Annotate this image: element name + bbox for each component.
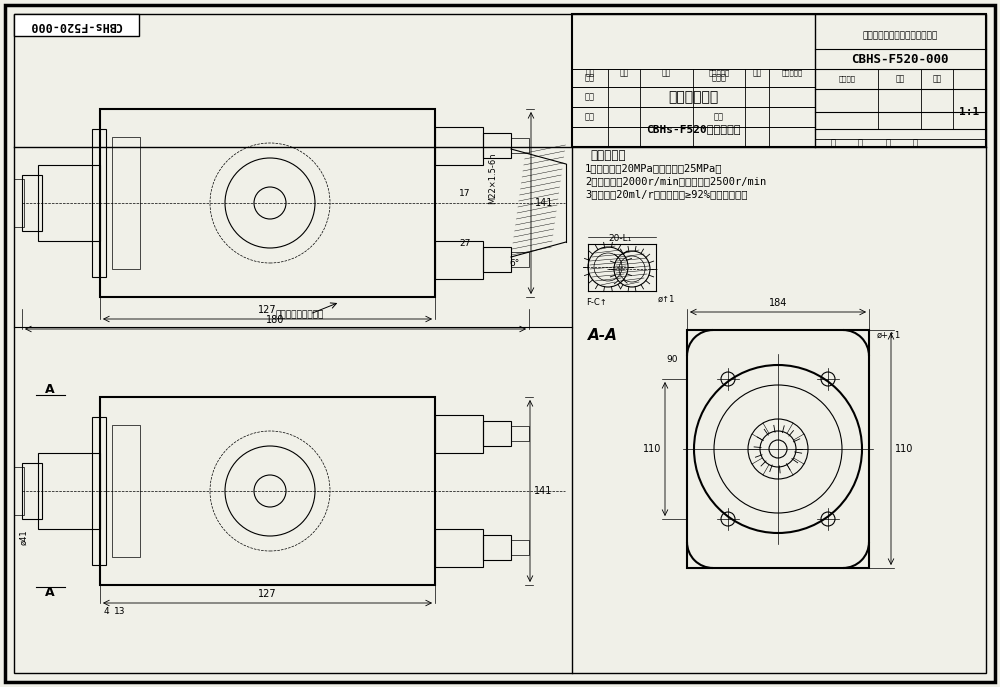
Bar bbox=[38, 453, 100, 529]
Text: 1、额定压力20MPa，最高压力25MPa。: 1、额定压力20MPa，最高压力25MPa。 bbox=[585, 163, 722, 173]
Text: 141: 141 bbox=[535, 198, 553, 208]
Bar bbox=[435, 127, 483, 165]
Bar bbox=[112, 137, 140, 269]
Text: 110: 110 bbox=[895, 444, 913, 454]
Text: 图数标记: 图数标记 bbox=[838, 76, 856, 82]
Text: 第: 第 bbox=[886, 139, 891, 148]
Text: 4: 4 bbox=[103, 607, 109, 616]
Text: 3、排量：20ml/r，容积效率≥92%，旋向：左旋: 3、排量：20ml/r，容积效率≥92%，旋向：左旋 bbox=[585, 189, 748, 199]
Bar bbox=[14, 467, 24, 515]
Text: 设计: 设计 bbox=[585, 74, 595, 82]
Bar bbox=[22, 175, 42, 231]
Text: 技术参数：: 技术参数： bbox=[590, 148, 626, 161]
Text: M22×1.5-6h: M22×1.5-6h bbox=[489, 153, 498, 204]
Text: 页: 页 bbox=[912, 139, 918, 148]
Bar bbox=[483, 133, 511, 158]
Bar bbox=[14, 14, 139, 36]
Text: 更改文件号: 更改文件号 bbox=[708, 69, 730, 76]
Text: 27: 27 bbox=[459, 238, 471, 247]
Text: 2、额定转速2000r/min，最高转速2500r/min: 2、额定转速2000r/min，最高转速2500r/min bbox=[585, 176, 766, 186]
Bar bbox=[511, 252, 529, 267]
Bar bbox=[92, 129, 106, 277]
Text: 20-L₁: 20-L₁ bbox=[608, 234, 632, 243]
Bar bbox=[22, 463, 42, 519]
Text: CBHS-F520-000: CBHS-F520-000 bbox=[851, 52, 949, 65]
Text: F-C↑: F-C↑ bbox=[586, 297, 607, 306]
Bar bbox=[511, 138, 529, 153]
Text: ø41: ø41 bbox=[20, 529, 29, 545]
Text: 比例: 比例 bbox=[932, 74, 942, 84]
Bar bbox=[92, 417, 106, 565]
Bar bbox=[483, 247, 511, 272]
Bar bbox=[483, 535, 511, 560]
Text: 审核: 审核 bbox=[585, 93, 595, 102]
Text: 常州博信华盛液压科技有限公司: 常州博信华盛液压科技有限公司 bbox=[862, 32, 938, 41]
Text: 标记: 标记 bbox=[585, 69, 595, 78]
Text: 签名: 签名 bbox=[752, 69, 762, 78]
Bar bbox=[14, 179, 24, 227]
Text: 6°: 6° bbox=[510, 258, 520, 267]
Text: 重量: 重量 bbox=[895, 74, 905, 84]
Bar bbox=[435, 529, 483, 567]
Text: 外连接尺寸图: 外连接尺寸图 bbox=[668, 90, 718, 104]
Text: 17: 17 bbox=[459, 188, 471, 197]
Text: 分区: 分区 bbox=[661, 69, 671, 78]
Bar bbox=[511, 426, 529, 441]
Text: CBHs-F520齿轮泵总成: CBHs-F520齿轮泵总成 bbox=[646, 124, 740, 134]
Bar bbox=[435, 415, 483, 453]
Bar bbox=[511, 540, 529, 555]
Text: 13: 13 bbox=[114, 607, 126, 616]
Text: 共: 共 bbox=[830, 139, 836, 148]
Text: ø↑1: ø↑1 bbox=[658, 295, 675, 304]
Text: ø+↑1: ø+↑1 bbox=[877, 330, 901, 339]
Text: 1:1: 1:1 bbox=[959, 107, 979, 117]
Text: 127: 127 bbox=[258, 305, 277, 315]
Bar bbox=[483, 421, 511, 446]
Bar bbox=[572, 14, 986, 147]
Bar bbox=[687, 330, 869, 568]
Text: 180: 180 bbox=[266, 315, 285, 325]
Bar bbox=[112, 425, 140, 557]
Text: 批准: 批准 bbox=[714, 113, 724, 122]
Text: 工艺: 工艺 bbox=[585, 113, 595, 122]
Text: CBHs-F520-000: CBHs-F520-000 bbox=[30, 19, 122, 32]
Text: A: A bbox=[45, 383, 55, 396]
Bar bbox=[435, 241, 483, 279]
Text: 页: 页 bbox=[858, 139, 862, 148]
Bar bbox=[100, 109, 435, 297]
Text: 110: 110 bbox=[643, 444, 661, 454]
Text: 127: 127 bbox=[258, 589, 277, 599]
Text: 184: 184 bbox=[769, 298, 787, 308]
Text: 处数: 处数 bbox=[619, 69, 629, 78]
Text: 液速齿轮泵封堵图示: 液速齿轮泵封堵图示 bbox=[276, 311, 324, 319]
Text: 标准化: 标准化 bbox=[712, 74, 726, 82]
Bar bbox=[38, 165, 100, 241]
Text: 90: 90 bbox=[666, 354, 678, 363]
Text: A: A bbox=[45, 587, 55, 600]
Text: 年、月、日: 年、月、日 bbox=[781, 69, 803, 76]
Text: 141: 141 bbox=[534, 486, 552, 496]
Bar bbox=[100, 397, 435, 585]
Text: A-A: A-A bbox=[588, 328, 618, 343]
